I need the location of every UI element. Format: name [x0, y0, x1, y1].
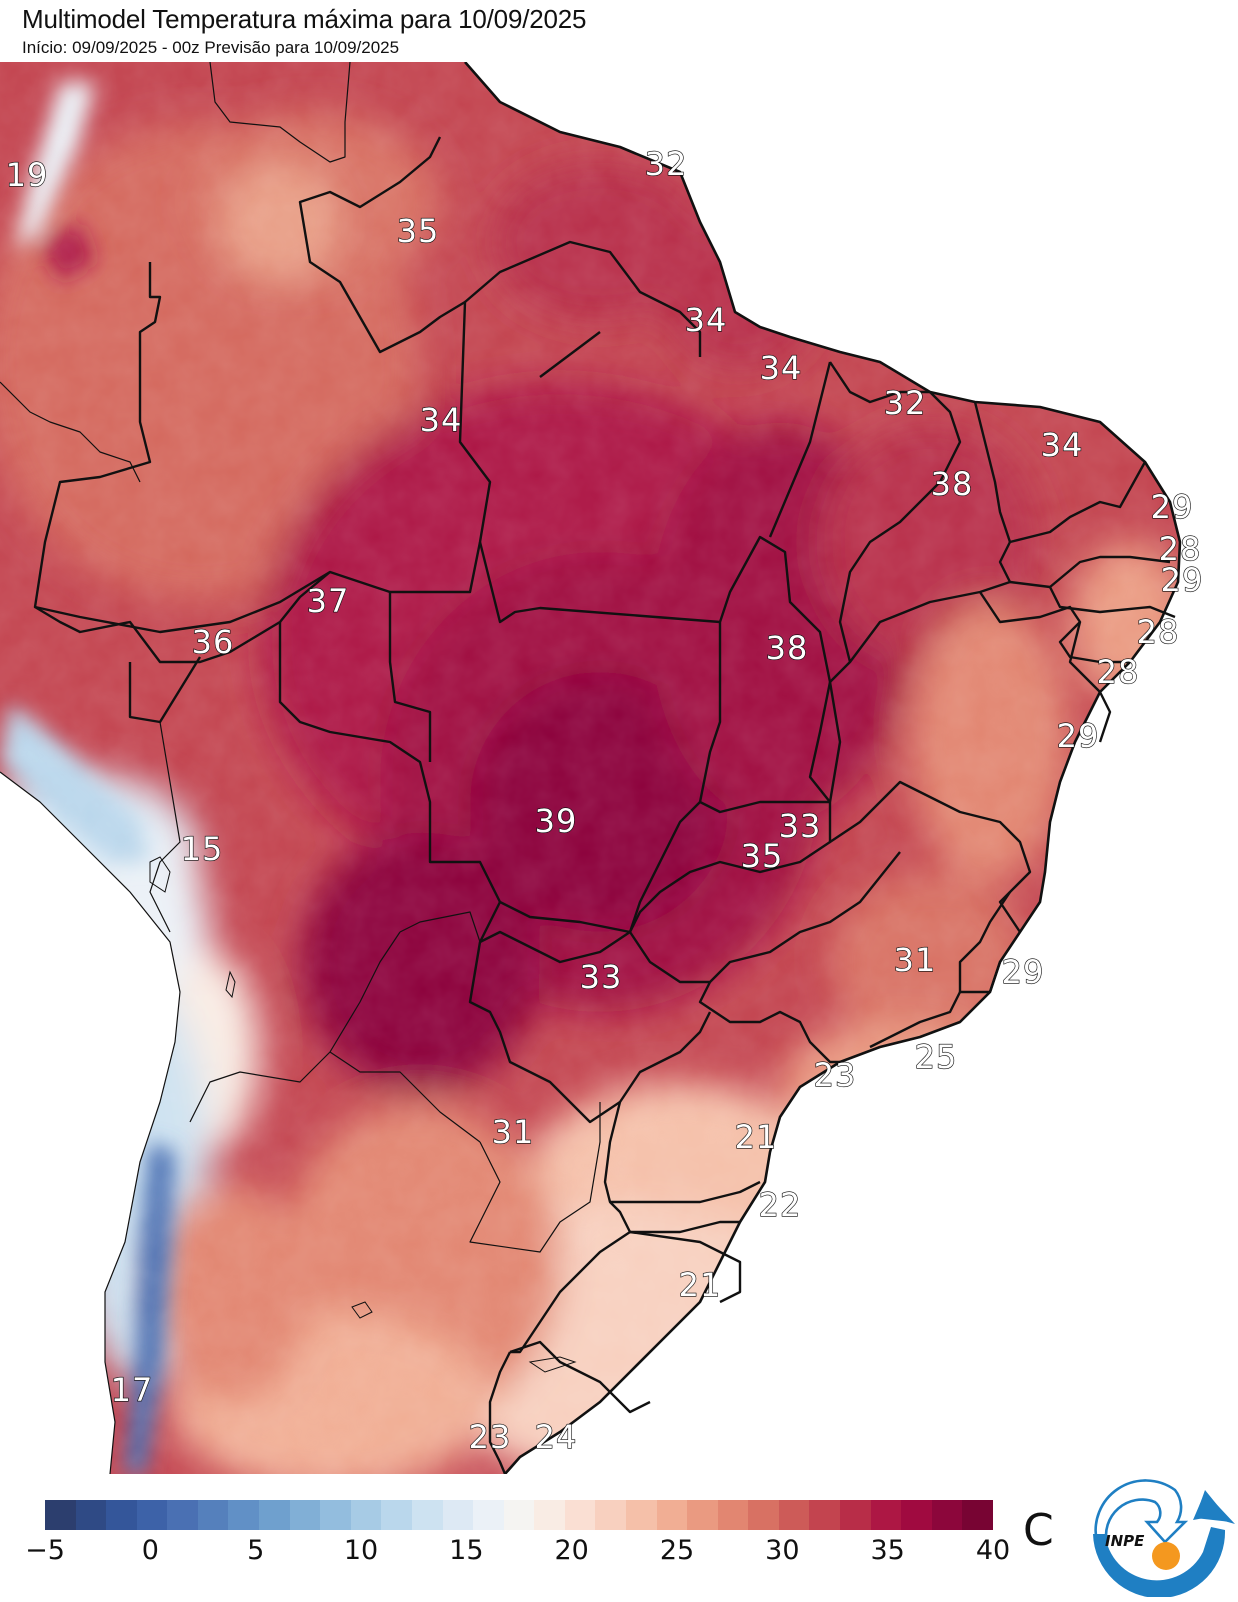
colorbar-segment	[931, 1500, 963, 1530]
colorbar-ticks: −5 0 5 10 15 20 25 30 35 40	[25, 1535, 1010, 1569]
temperature-label: 28	[1096, 652, 1140, 691]
temperature-label: 39	[534, 801, 578, 840]
temperature-label: 35	[396, 211, 440, 250]
colorbar-tick-label: −5	[25, 1535, 65, 1566]
colorbar-tick-label: 5	[247, 1535, 265, 1566]
inpe-logo-icon: INPE	[1093, 1479, 1235, 1599]
colorbar-segment	[259, 1500, 290, 1530]
temperature-label: 31	[893, 940, 937, 979]
temperature-label: 25	[914, 1037, 958, 1076]
temperature-label: 29	[1001, 952, 1045, 991]
map-canvas	[0, 62, 1238, 1474]
colorbar-tick-label: 30	[765, 1535, 800, 1566]
temperature-label: 34	[684, 300, 728, 339]
temperature-label: 34	[419, 400, 463, 439]
temperature-label: 28	[1136, 612, 1180, 651]
temperature-label: 33	[778, 806, 822, 845]
colorbar-segment	[687, 1500, 718, 1530]
colorbar-segment	[503, 1500, 535, 1530]
temperature-label: 32	[644, 144, 688, 183]
temperature-label: 38	[765, 628, 809, 667]
colorbar-segment	[411, 1500, 443, 1530]
temperature-label: 36	[191, 622, 235, 661]
temperature-label: 34	[1040, 425, 1084, 464]
colorbar-segment	[75, 1500, 107, 1530]
colorbar-segment	[289, 1500, 321, 1530]
colorbar-segment	[962, 1500, 993, 1530]
temperature-label: 19	[5, 155, 49, 194]
temperature-label: 34	[759, 348, 803, 387]
colorbar-segment	[320, 1500, 351, 1530]
colorbar-segment	[45, 1500, 76, 1530]
colorbar-segment	[167, 1500, 198, 1530]
temperature-label: 28	[1158, 529, 1202, 568]
colorbar-unit: C	[1023, 1505, 1054, 1556]
svg-text:INPE: INPE	[1105, 1532, 1145, 1550]
colorbar-segment	[136, 1500, 168, 1530]
colorbar-segment	[473, 1500, 504, 1530]
temperature-label: 22	[758, 1185, 802, 1224]
colorbar-segment	[656, 1500, 688, 1530]
temperature-label: 23	[468, 1417, 512, 1456]
colorbar-tick-label: 40	[975, 1535, 1011, 1566]
temperature-label: 23	[813, 1055, 857, 1094]
colorbar-segment	[228, 1500, 260, 1530]
temperature-label: 29	[1150, 487, 1194, 526]
colorbar-segment	[534, 1500, 565, 1530]
colorbar-segment	[381, 1500, 412, 1530]
colorbar-tick-label: 35	[870, 1535, 905, 1566]
colorbar-segment	[870, 1500, 902, 1530]
colorbar-segment	[840, 1500, 871, 1530]
temperature-label: 35	[740, 836, 784, 875]
colorbar-tick-label: 15	[449, 1535, 484, 1566]
temperature-label: 15	[180, 829, 224, 868]
colorbar-tick-label: 25	[659, 1535, 695, 1566]
temperature-label: 32	[883, 383, 927, 422]
temperature-label: 21	[734, 1117, 778, 1156]
colorbar-tick-label: 20	[554, 1535, 589, 1566]
temperature-label: 29	[1056, 716, 1100, 755]
colorbar-segment	[197, 1500, 229, 1530]
colorbar-segment	[595, 1500, 626, 1530]
colorbar-segment	[717, 1500, 749, 1530]
colorbar-tick-label: 10	[343, 1535, 379, 1566]
colorbar-segment	[564, 1500, 596, 1530]
page-title: Multimodel Temperatura máxima para 10/09…	[22, 4, 587, 34]
temperature-label: 17	[110, 1370, 154, 1409]
colorbar-segment	[809, 1500, 841, 1530]
colorbar-tick-label: 0	[141, 1535, 159, 1566]
inpe-logo: INPE	[1085, 1472, 1235, 1599]
temperature-label: 38	[930, 464, 974, 503]
colorbar-segment	[350, 1500, 382, 1530]
temperature-map: 19 35 32 34 34 34 32 34 38 29 28 29 28 28 29 37 36 38 39 33…	[0, 62, 1238, 1474]
colorbar-segment	[625, 1500, 657, 1530]
temperature-label: 37	[306, 581, 350, 620]
colorbar-segment	[442, 1500, 474, 1530]
colorbar-segment	[106, 1500, 137, 1530]
page-subtitle: Início: 09/09/2025 - 00z Previsão para 1…	[22, 38, 400, 57]
temperature-label: 31	[491, 1112, 535, 1151]
colorbar-segment	[901, 1500, 932, 1530]
temperature-label: 29	[1160, 560, 1204, 599]
colorbar	[45, 1500, 993, 1530]
temperature-label: 33	[579, 957, 623, 996]
colorbar-segment	[778, 1500, 810, 1530]
temperature-label: 24	[534, 1417, 578, 1456]
colorbar-segment	[748, 1500, 779, 1530]
temperature-label: 21	[678, 1265, 722, 1304]
